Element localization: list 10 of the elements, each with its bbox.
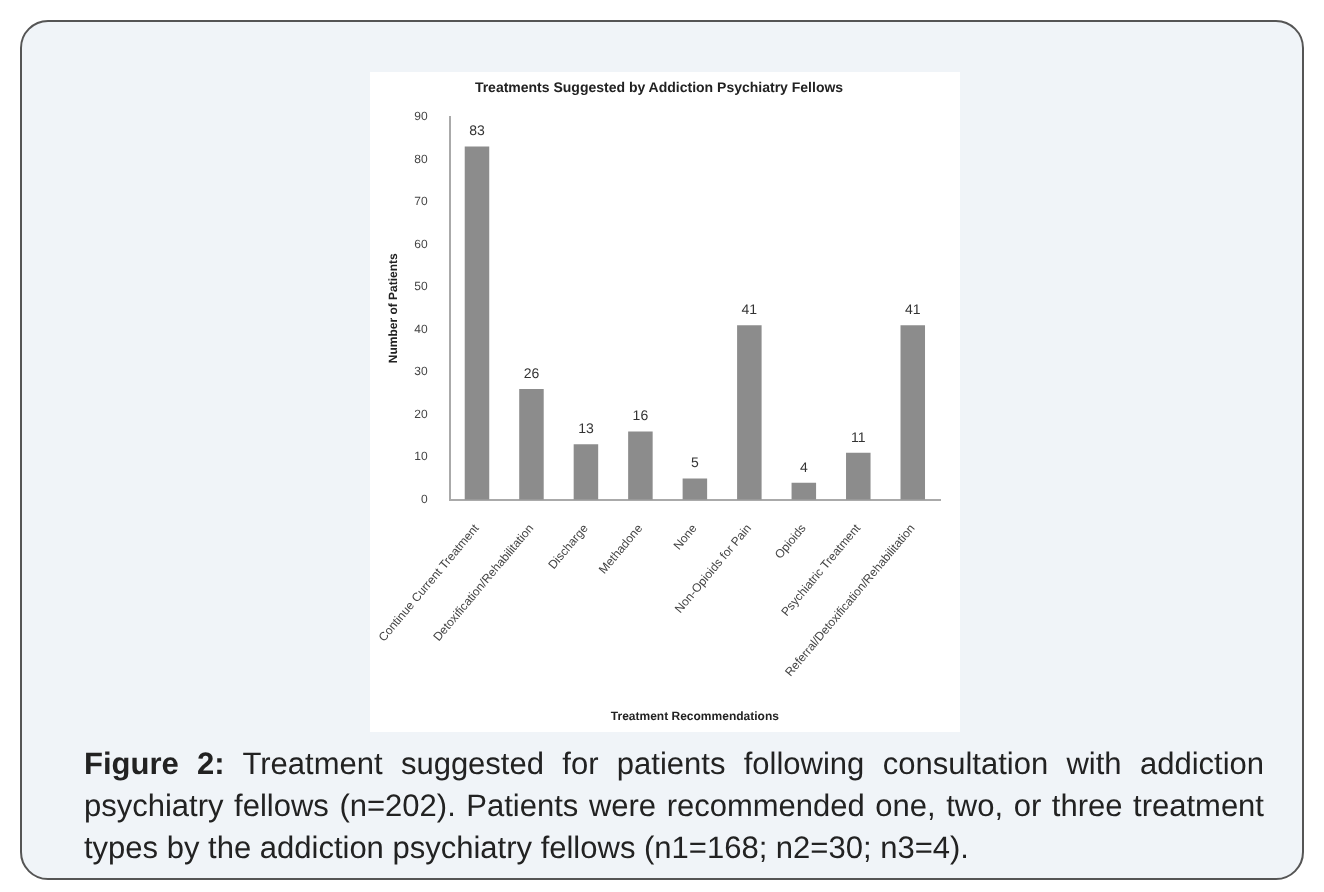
bar [573, 444, 599, 500]
bar [519, 389, 544, 500]
bar [846, 452, 871, 500]
bar [464, 146, 490, 500]
bar [682, 478, 708, 500]
bar [900, 325, 926, 500]
bar [628, 431, 653, 500]
caption: Figure 2: Treatment suggested for patients following consultation with addiction psychiatry fellows (n=202). Patients were recommended one, two, or three treatment types by the addiction psychiatry fellows (n1=168; n2=30; n3=4). [84, 748, 1265, 866]
bar [791, 482, 817, 500]
bar [737, 325, 762, 500]
